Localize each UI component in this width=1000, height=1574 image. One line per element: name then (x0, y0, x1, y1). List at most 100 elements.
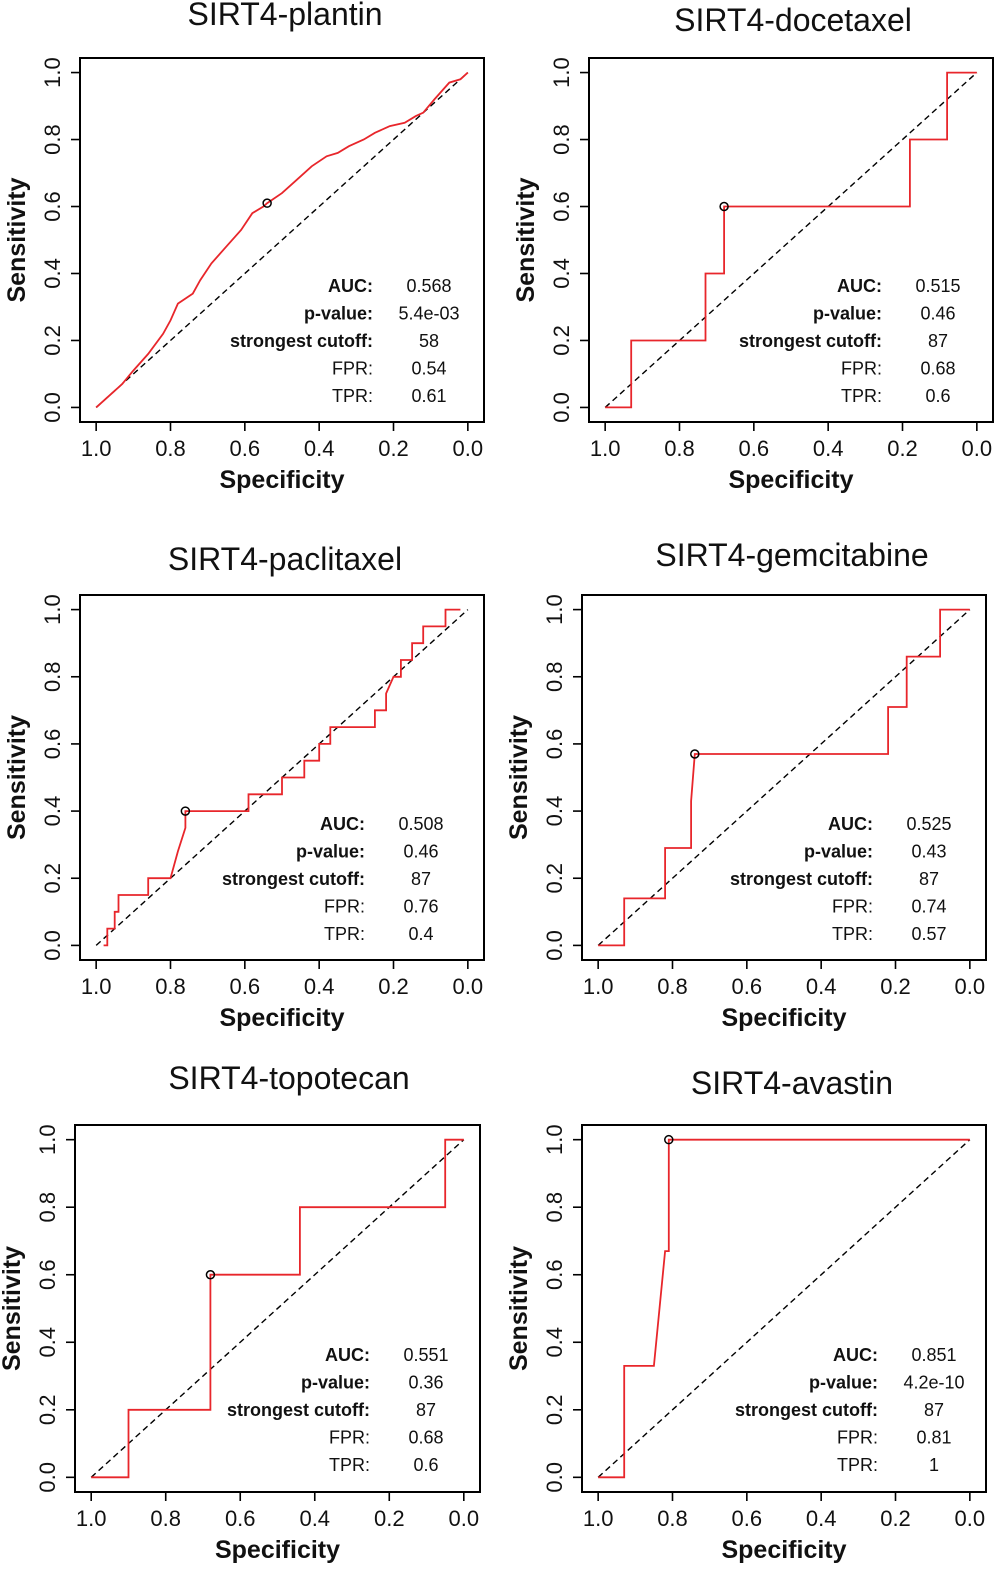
chart5-y-tick-label: 0.0 (35, 1462, 60, 1493)
chart5-cutoff-point-marker (205, 1269, 216, 1280)
chart1-stat-key: AUC: (328, 276, 373, 296)
chart4-x-axis-label: Specificity (721, 1004, 846, 1032)
chart1-stat-value: 58 (419, 331, 439, 351)
chart1-y-axis-label: Sensitivity (3, 177, 31, 302)
chart3-x-tick-label: 0.4 (304, 974, 335, 999)
chart6-x-tick-label: 0.8 (657, 1506, 688, 1531)
chart1-plot-frame (79, 57, 485, 423)
chart2-y-axis-label: Sensitivity (512, 177, 540, 302)
chart5-x-tick-label: 0.2 (374, 1506, 405, 1531)
chart3-y-tick-label: 0.0 (40, 930, 65, 961)
chart6-stat-value: 4.2e-10 (903, 1373, 964, 1393)
chart2-stat-value: 0.46 (920, 304, 955, 324)
chart6-y-tick-label: 1.0 (542, 1124, 567, 1155)
chart2-stat-key: AUC: (837, 276, 882, 296)
chart4-x-tick-label: 0.2 (880, 974, 911, 999)
chart5-stat-value: 87 (416, 1400, 436, 1420)
chart1-y-tick-label: 0.0 (40, 392, 65, 423)
chart6-title: SIRT4-avastin (691, 1065, 893, 1101)
chart3-stat-key: FPR: (324, 897, 365, 917)
chart5-x-tick-label: 0.8 (150, 1506, 181, 1531)
chart6-roc-curve-1 (598, 1138, 970, 1479)
chart2-y-tick-label: 0.4 (549, 258, 574, 289)
chart4-plot-frame (581, 594, 987, 961)
chart2-x-tick-label: 0.8 (664, 436, 695, 461)
chart3-y-tick-label: 0.8 (40, 661, 65, 692)
chart2-plot-frame (588, 57, 994, 423)
chart3-cutoff-point-marker (180, 806, 191, 816)
chart2-stat-value: 0.6 (925, 386, 950, 406)
chart4-stat-key: TPR: (832, 924, 873, 944)
chart3-y-tick-label: 1.0 (40, 594, 65, 625)
chart5-stat-key: AUC: (325, 1345, 370, 1365)
chart4-stat-key: strongest cutoff: (730, 869, 873, 889)
chart2-x-tick-label: 1.0 (590, 436, 621, 461)
chart2-y-tick-label: 1.0 (549, 57, 574, 88)
chart6-stat-key: AUC: (833, 1345, 878, 1365)
chart3-title: SIRT4-paclitaxel (168, 541, 402, 577)
chart4-y-axis-label: Sensitivity (505, 715, 533, 840)
chart1-x-tick-label: 0.8 (155, 436, 186, 461)
chart1-cutoff-point-marker (262, 198, 272, 208)
chart2-y-tick-label: 0.2 (549, 325, 574, 356)
chart5-stat-value: 0.6 (413, 1455, 438, 1475)
chart3-plot-frame (79, 594, 485, 961)
chart6-y-tick-label: 0.4 (542, 1327, 567, 1358)
chart5-y-tick-label: 0.8 (35, 1192, 60, 1223)
chart3-stat-key: AUC: (320, 814, 365, 834)
chart2-diagonal-reference-line (604, 72, 978, 408)
chart2-cutoff-point-marker (719, 201, 729, 212)
chart3-y-tick-label: 0.4 (40, 796, 65, 827)
chart6-x-tick-label: 0.4 (806, 1506, 837, 1531)
chart1-stat-value: 0.61 (411, 386, 446, 406)
chart4-stat-value: 0.74 (911, 897, 946, 917)
chart2-y-tick-label: 0.8 (549, 124, 574, 155)
chart3-x-axis-label: Specificity (219, 1004, 344, 1032)
chart6-stat-value: 0.851 (911, 1345, 956, 1365)
chart4-y-tick-label: 1.0 (542, 594, 567, 625)
chart6-y-tick-label: 0.2 (542, 1394, 567, 1425)
chart6-x-tick-label: 1.0 (583, 1506, 614, 1531)
chart4-y-tick-label: 0.0 (542, 930, 567, 961)
chart2-y-tick-label: 0.0 (549, 392, 574, 423)
chart4-x-tick-label: 1.0 (583, 974, 614, 999)
chart4-stat-key: p-value: (804, 842, 873, 862)
chart5-x-tick-label: 0.4 (299, 1506, 330, 1531)
chart1-x-tick-label: 0.4 (304, 436, 335, 461)
chart2-stat-key: TPR: (841, 386, 882, 406)
chart6-stat-value: 1 (929, 1455, 939, 1475)
chart1-stat-value: 0.54 (411, 359, 446, 379)
chart5-stat-value: 0.551 (403, 1345, 448, 1365)
chart4-y-tick-label: 0.4 (542, 796, 567, 827)
chart6-x-tick-label: 0.2 (880, 1506, 911, 1531)
chart3-stat-value: 0.46 (403, 842, 438, 862)
chart1-x-tick-label: 0.2 (378, 436, 409, 461)
chart5-y-tick-label: 1.0 (35, 1124, 60, 1155)
chart1-x-tick-label: 0.0 (453, 436, 484, 461)
chart1-stat-key: strongest cutoff: (230, 331, 373, 351)
chart4-stat-key: AUC: (828, 814, 873, 834)
chart5-x-tick-label: 0.6 (225, 1506, 256, 1531)
chart5-x-tick-label: 1.0 (76, 1506, 107, 1531)
chart4-stat-value: 87 (919, 869, 939, 889)
chart1-y-tick-label: 0.4 (40, 258, 65, 289)
chart3-x-tick-label: 0.0 (453, 974, 484, 999)
chart1-x-tick-label: 1.0 (81, 436, 112, 461)
chart5-x-axis-label: Specificity (215, 1536, 340, 1564)
chart6-y-tick-label: 0.8 (542, 1192, 567, 1223)
chart5-plot-frame (74, 1124, 481, 1493)
chart2-x-tick-label: 0.0 (962, 436, 993, 461)
chart3-stat-key: p-value: (296, 842, 365, 862)
chart1-diagonal-reference-line (95, 72, 469, 408)
chart4-stat-key: FPR: (832, 897, 873, 917)
chart5-x-tick-label: 0.0 (449, 1506, 480, 1531)
chart3-x-tick-label: 1.0 (81, 974, 112, 999)
chart5-stat-key: strongest cutoff: (227, 1400, 370, 1420)
chart1-title: SIRT4-plantin (187, 0, 382, 32)
chart2-stat-key: strongest cutoff: (739, 331, 882, 351)
chart6-stat-value: 87 (924, 1400, 944, 1420)
chart2-x-tick-label: 0.4 (813, 436, 844, 461)
chart2-roc-curve-1 (605, 71, 977, 409)
chart2-stat-value: 87 (928, 331, 948, 351)
